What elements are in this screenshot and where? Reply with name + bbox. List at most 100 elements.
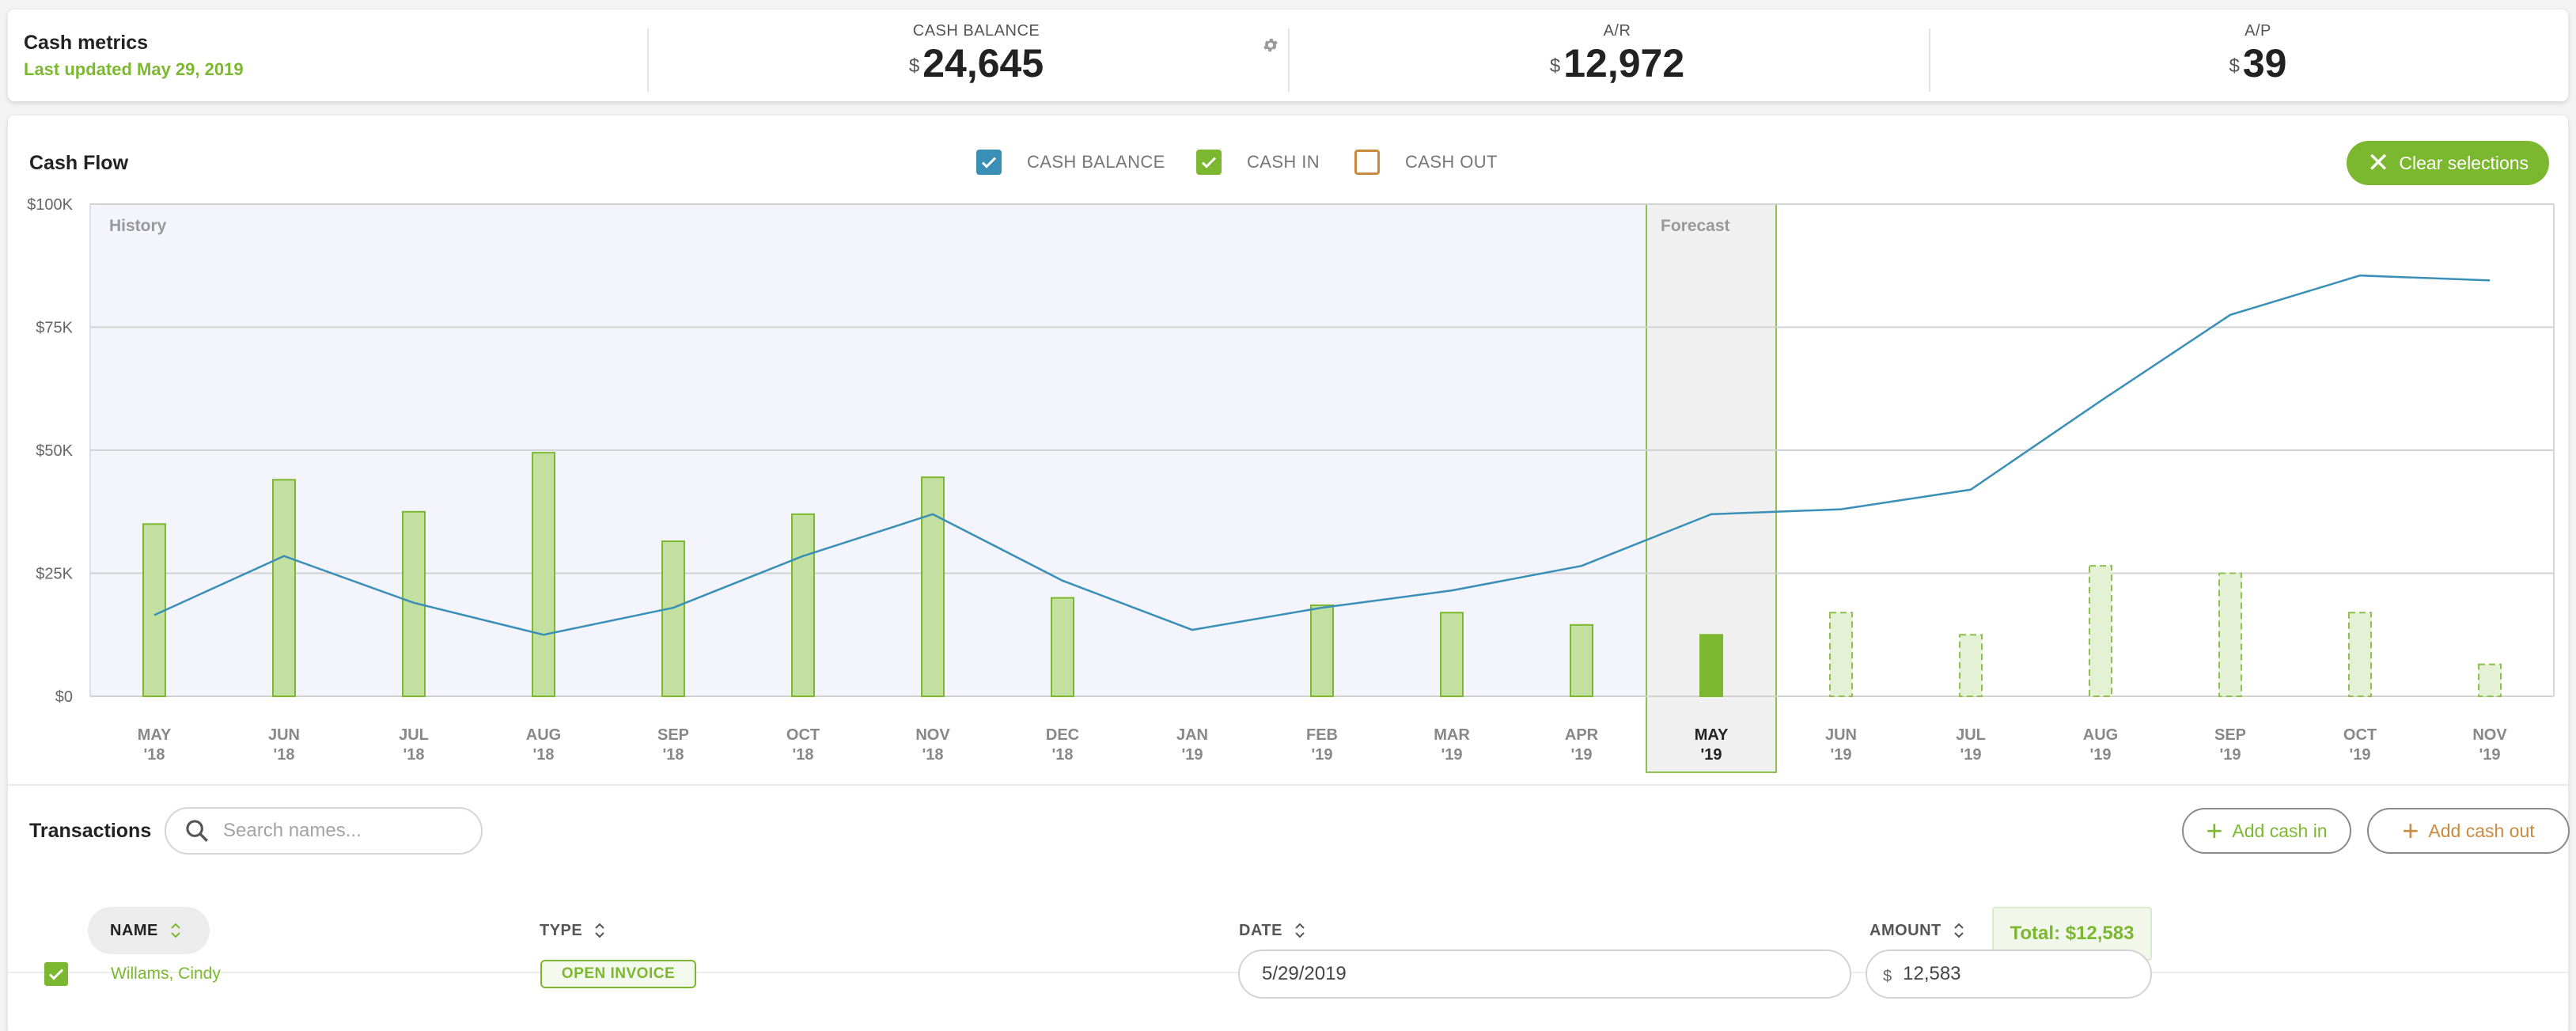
- x-tick-month: AUG: [526, 726, 561, 744]
- x-tick-year: '18: [532, 746, 554, 764]
- amount-value: 12,583: [1903, 963, 1961, 984]
- cash-in-bar: [1699, 634, 1723, 697]
- add-cash-in-button[interactable]: + Add cash in: [2182, 808, 2351, 854]
- column-header-amount[interactable]: AMOUNT: [1869, 907, 1965, 954]
- x-tick-year: '18: [1051, 746, 1073, 764]
- search-input[interactable]: [223, 820, 476, 842]
- ar-metric: A/R $12,972: [1498, 22, 1736, 85]
- transactions-title: Transactions: [29, 820, 152, 842]
- cash-in-bar: [272, 479, 296, 697]
- x-tick-month: SEP: [657, 726, 689, 744]
- add-cash-out-button[interactable]: + Add cash out: [2367, 808, 2570, 854]
- transaction-name-link[interactable]: Willams, Cindy: [111, 965, 221, 983]
- history-label: History: [109, 217, 167, 235]
- clear-selections-button[interactable]: ✕ Clear selections: [2347, 141, 2549, 185]
- gear-icon[interactable]: [1262, 36, 1279, 54]
- checkbox-checked-icon[interactable]: [1196, 150, 1222, 175]
- plus-icon: +: [2206, 814, 2223, 847]
- column-date-label: DATE: [1239, 921, 1282, 939]
- column-amount-label: AMOUNT: [1869, 921, 1941, 939]
- cash-metrics-title: Cash metrics: [24, 32, 149, 54]
- x-tick-month: OCT: [2343, 726, 2377, 744]
- search-box[interactable]: [165, 807, 483, 855]
- ap-label: A/P: [2245, 22, 2271, 40]
- ap-amount: 39: [2242, 41, 2287, 85]
- cash-balance-label: CASH BALANCE: [912, 22, 1040, 40]
- cash-in-bar: [1440, 612, 1464, 698]
- add-cash-out-label: Add cash out: [2428, 820, 2535, 841]
- sort-icon: [1953, 921, 1965, 940]
- ar-label: A/R: [1603, 22, 1631, 40]
- cash-in-bar: [921, 476, 945, 697]
- column-name-label: NAME: [110, 921, 158, 939]
- cash-in-bar: [1959, 634, 1983, 697]
- ar-amount: 12,972: [1563, 41, 1685, 85]
- add-cash-in-label: Add cash in: [2232, 820, 2328, 841]
- legend-toggle-cash-balance[interactable]: CASH BALANCE: [976, 149, 1165, 176]
- cash-in-bar: [2348, 612, 2372, 698]
- x-tick-year: '19: [1570, 746, 1592, 764]
- cash-in-bar: [1829, 612, 1853, 698]
- x-tick-month: OCT: [786, 726, 820, 744]
- cash-in-bar: [1570, 624, 1593, 697]
- currency-symbol: $: [2229, 55, 2240, 77]
- currency-symbol: $: [908, 55, 920, 77]
- x-tick-year: '18: [662, 746, 684, 764]
- section-divider: [8, 784, 2568, 786]
- legend-toggle-cash-out[interactable]: CASH OUT: [1354, 149, 1498, 176]
- checkbox-checked-icon[interactable]: [976, 150, 1002, 175]
- x-tick-month: MAY: [138, 726, 172, 744]
- y-tick-label: $0: [55, 688, 73, 706]
- transaction-date-field[interactable]: 5/29/2019: [1238, 950, 1851, 999]
- x-tick-year: '19: [1830, 746, 1851, 764]
- sort-icon: [1294, 921, 1306, 940]
- clear-selections-label: Clear selections: [2399, 152, 2529, 173]
- x-tick-year: '19: [1311, 746, 1332, 764]
- x-tick-year: '18: [143, 746, 165, 764]
- x-tick-year: '18: [792, 746, 813, 764]
- column-type-label: TYPE: [540, 921, 583, 939]
- legend-toggle-cash-in[interactable]: CASH IN: [1196, 149, 1320, 176]
- x-tick-year: '19: [1700, 746, 1722, 764]
- date-value: 5/29/2019: [1262, 963, 1347, 984]
- cash-in-bar: [2089, 565, 2112, 697]
- cash-flow-card: Cash Flow CASH BALANCE CASH IN CASH OUT …: [8, 116, 2570, 1031]
- row-checkbox[interactable]: [44, 962, 68, 986]
- x-tick-month: JUN: [268, 726, 300, 744]
- sort-icon: [593, 921, 606, 940]
- x-tick-year: '19: [2349, 746, 2370, 764]
- cash-balance-line: [153, 274, 2491, 636]
- column-header-date[interactable]: DATE: [1239, 907, 1306, 954]
- close-icon: ✕: [2366, 148, 2390, 178]
- legend-label: CASH BALANCE: [1027, 152, 1165, 172]
- x-tick-month: MAY: [1695, 726, 1729, 744]
- x-tick-month: JUL: [399, 726, 429, 744]
- search-icon: [186, 820, 208, 842]
- column-header-name[interactable]: NAME: [88, 907, 210, 954]
- x-tick-month: SEP: [2214, 726, 2246, 744]
- x-tick-year: '19: [1960, 746, 1981, 764]
- x-tick-month: APR: [1565, 726, 1599, 744]
- checkbox-unchecked-icon[interactable]: [1354, 150, 1380, 175]
- cash-in-bar: [2218, 572, 2242, 697]
- x-tick-month: NOV: [915, 726, 950, 744]
- cash-in-bar: [142, 523, 166, 697]
- column-header-type[interactable]: TYPE: [540, 907, 606, 954]
- x-tick-month: JAN: [1176, 726, 1208, 744]
- x-tick-month: MAR: [1434, 726, 1470, 744]
- currency-symbol: $: [1883, 967, 1892, 985]
- transaction-type-badge: OPEN INVOICE: [540, 960, 696, 988]
- cash-balance-amount: 24,645: [922, 41, 1044, 85]
- x-tick-month: JUL: [1956, 726, 1986, 744]
- transaction-amount-field[interactable]: $ 12,583: [1866, 950, 2152, 999]
- ap-value: $39: [2139, 42, 2377, 85]
- legend-label: CASH OUT: [1405, 152, 1498, 172]
- x-tick-year: '19: [2219, 746, 2241, 764]
- ap-metric: A/P $39: [2139, 22, 2377, 85]
- cash-in-bar: [661, 540, 685, 697]
- cash-in-bar: [532, 452, 555, 697]
- x-tick-month: JUN: [1825, 726, 1857, 744]
- sort-icon: [169, 921, 182, 940]
- x-tick-year: '19: [1181, 746, 1203, 764]
- x-tick-year: '19: [1441, 746, 1462, 764]
